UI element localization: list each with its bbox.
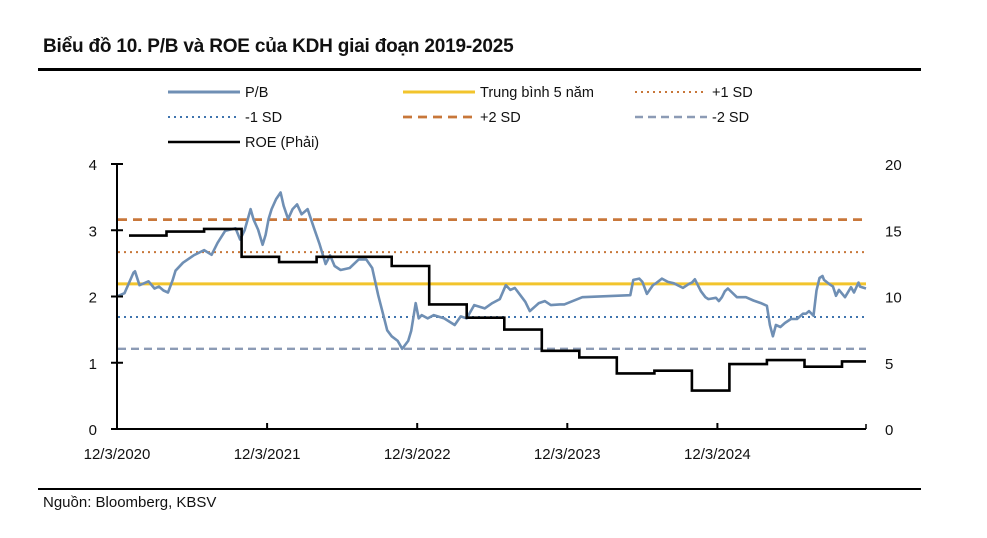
x-tick-label: 12/3/2024 xyxy=(684,446,751,463)
x-tick-label: 12/3/2023 xyxy=(534,446,601,463)
series-layer xyxy=(116,191,867,392)
legend-item-p1: +1 SD xyxy=(635,85,753,101)
chart-title: Biểu đồ 10. P/B và ROE của KDH giai đoạn… xyxy=(43,36,514,57)
y-tick-label: 0 xyxy=(89,422,97,439)
title-divider xyxy=(38,68,921,71)
legend-label-p2: +2 SD xyxy=(480,110,521,126)
legend-item-mean: Trung bình 5 năm xyxy=(403,85,594,101)
y2-tick-label: 5 xyxy=(885,356,893,373)
legend-item-p2: +2 SD xyxy=(403,110,521,126)
legend-item-pb: P/B xyxy=(168,85,268,101)
x-tick-label: 12/3/2020 xyxy=(84,446,151,463)
source-note: Nguồn: Bloomberg, KBSV xyxy=(43,494,217,511)
legend-label-p1: +1 SD xyxy=(712,85,753,101)
reference-lines xyxy=(118,218,866,351)
y2-tick-label: 10 xyxy=(885,290,902,307)
legend-label-roe: ROE (Phải) xyxy=(245,135,319,151)
y-tick-label: 4 xyxy=(89,157,97,174)
series-line-roe xyxy=(129,227,866,392)
legend-label-m2: -2 SD xyxy=(712,110,749,126)
y2-tick-label: 0 xyxy=(885,422,893,439)
legend-label-mean: Trung bình 5 năm xyxy=(480,85,594,101)
legend-label-m1: -1 SD xyxy=(245,110,282,126)
legend-label-pb: P/B xyxy=(245,85,268,101)
footer-divider xyxy=(38,488,921,490)
y2-tick-label: 15 xyxy=(885,223,902,240)
series-line-pb xyxy=(116,191,867,351)
y-tick-label: 3 xyxy=(89,223,97,240)
legend-item-roe: ROE (Phải) xyxy=(168,135,319,151)
axes: 0 1 2 3 4 0 5 10 15 20 12/3/2020 12/3/2021 12/3/2022… xyxy=(84,157,902,463)
y-tick-label: 1 xyxy=(89,356,97,373)
x-tick-label: 12/3/2022 xyxy=(384,446,451,463)
y-tick-label: 2 xyxy=(89,290,97,307)
y2-tick-label: 20 xyxy=(885,157,902,174)
legend-item-m1: -1 SD xyxy=(168,110,282,126)
x-tick-label: 12/3/2021 xyxy=(234,446,301,463)
legend-item-m2: -2 SD xyxy=(635,110,749,126)
legend: P/B Trung bình 5 năm +1 SD -1 SD +2 SD -2 SD R… xyxy=(168,85,753,151)
